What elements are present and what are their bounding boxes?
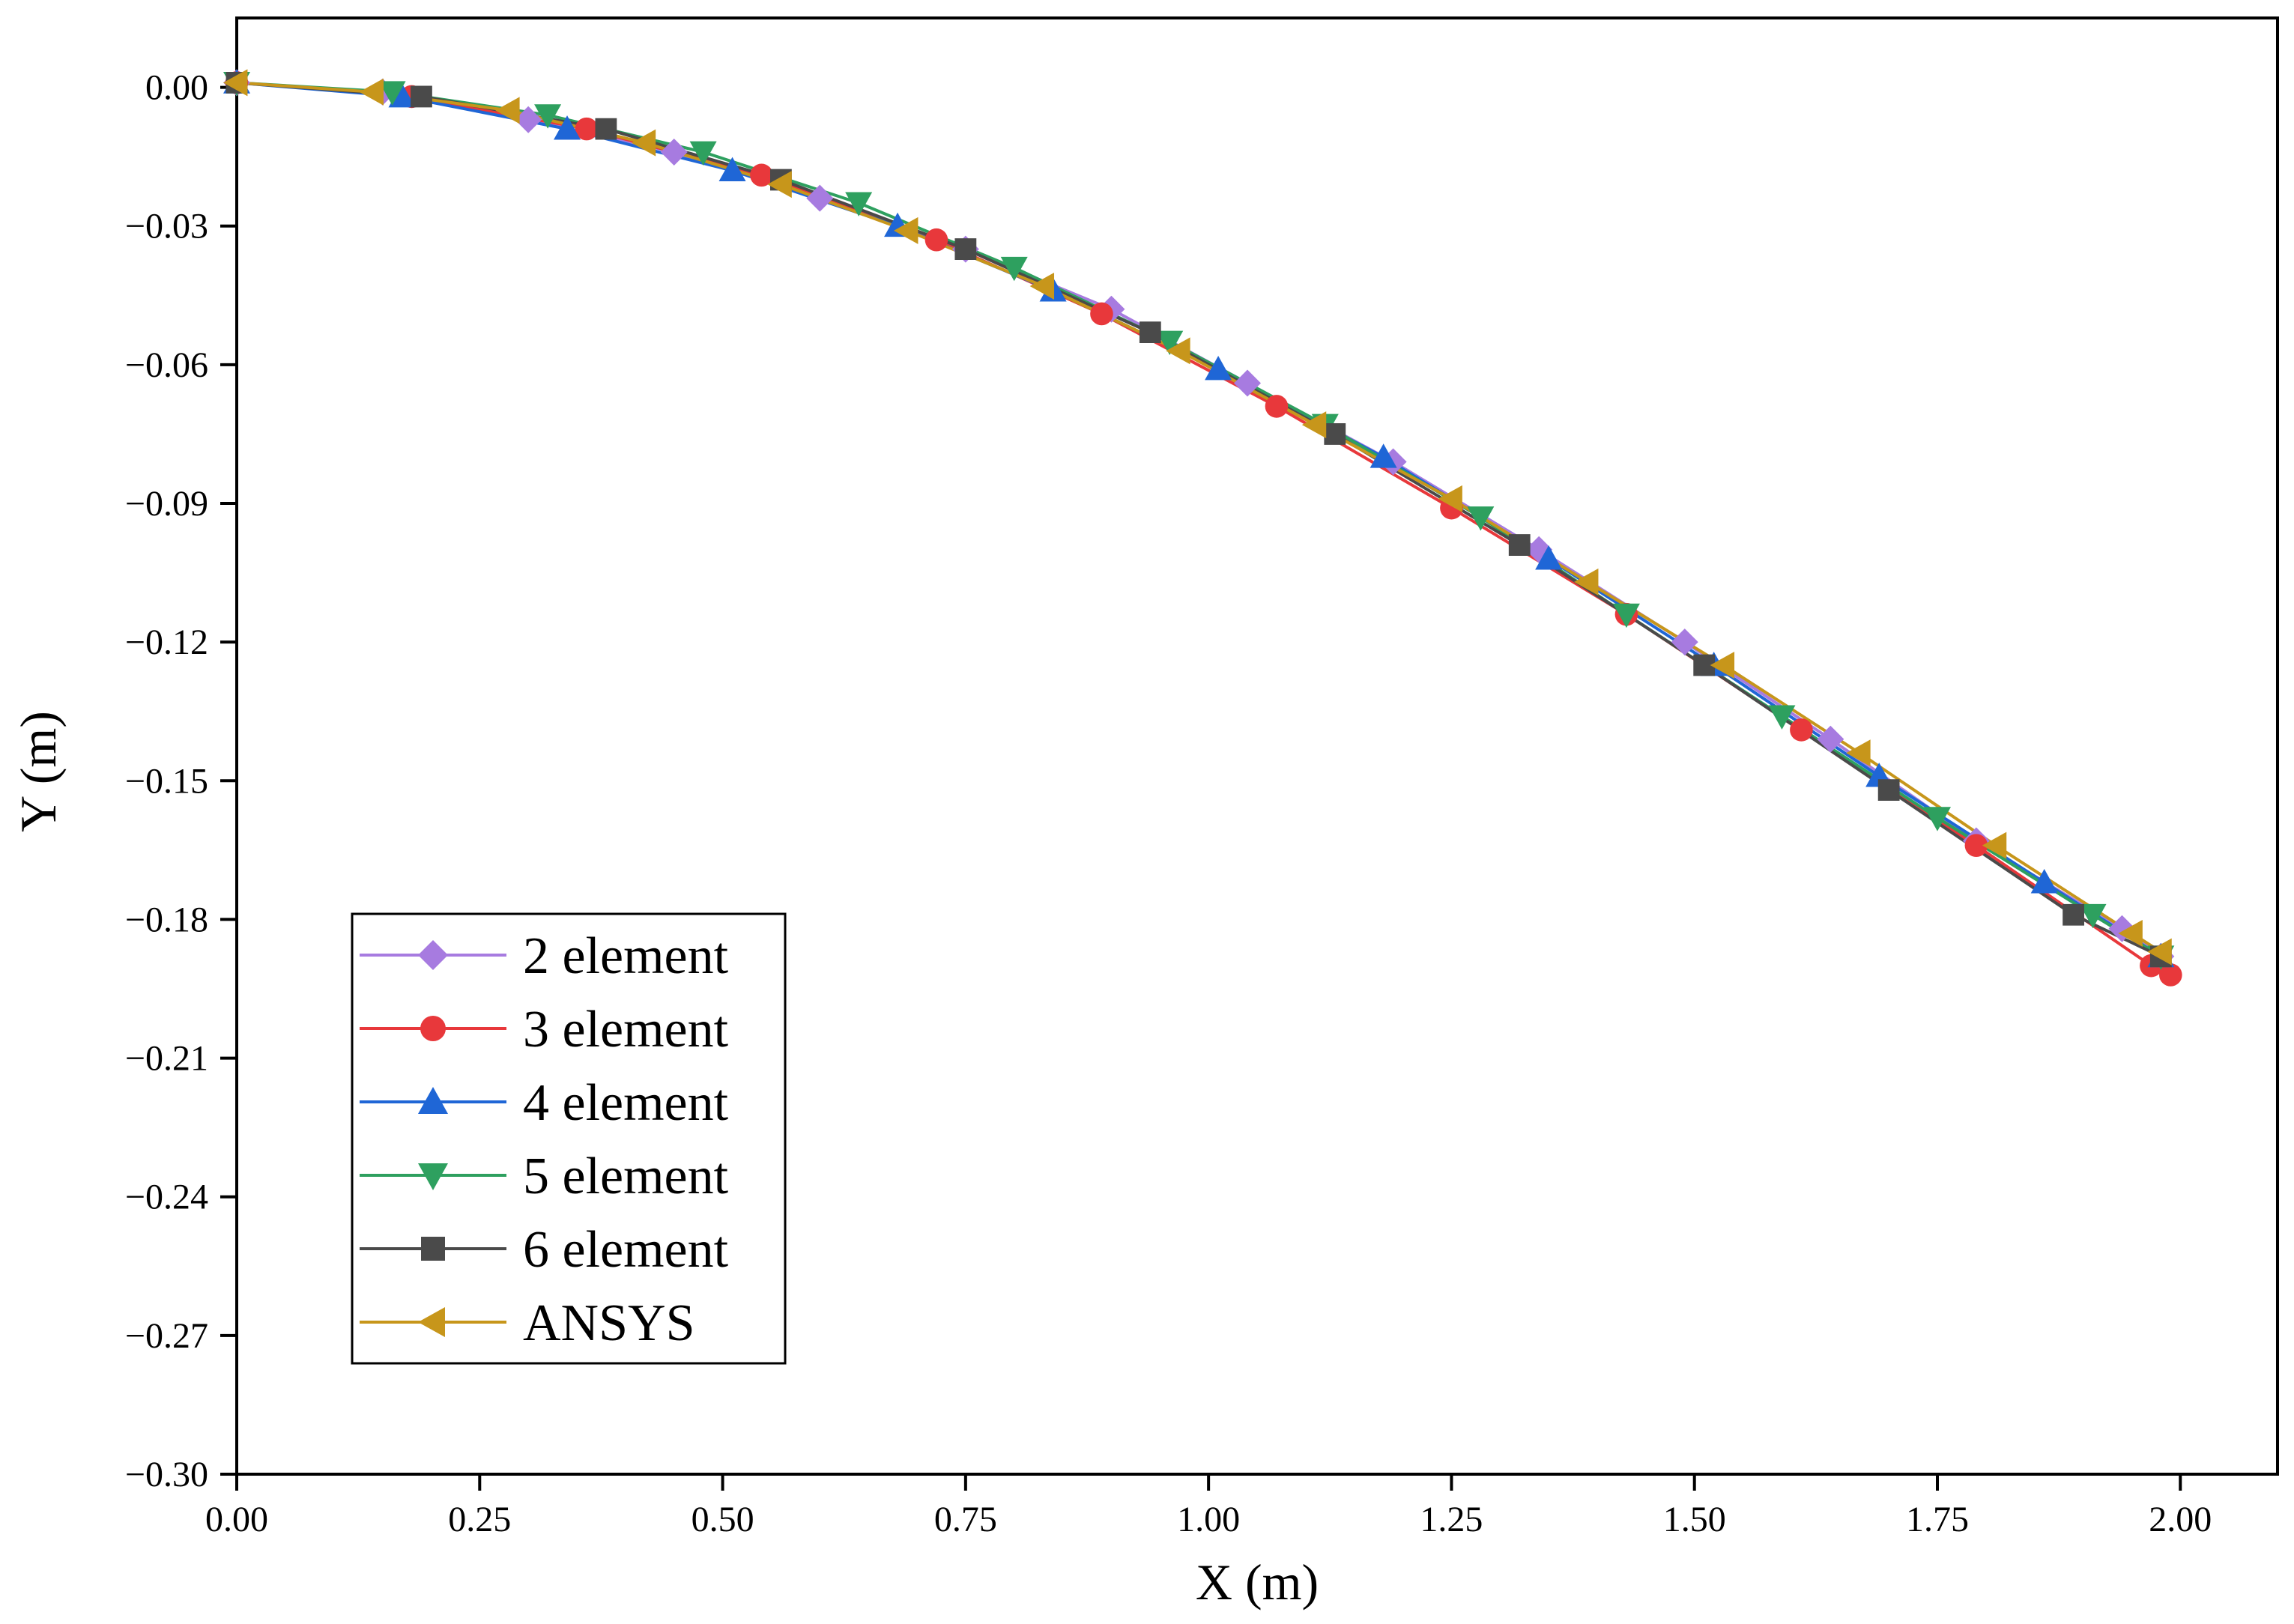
data-point-series-4 (1156, 330, 1184, 355)
data-point-series-5 (1508, 534, 1531, 556)
legend-marker (418, 1307, 445, 1337)
y-tick-label: −0.21 (125, 1039, 208, 1079)
data-point-series-2 (1090, 302, 1113, 326)
data-point-series-5 (1324, 423, 1346, 445)
y-tick-label: −0.15 (125, 761, 208, 801)
data-point-series-3 (1535, 545, 1563, 570)
legend-box (351, 912, 787, 1365)
y-tick-label: −0.03 (125, 207, 208, 246)
data-point-series-5 (1139, 321, 1161, 344)
data-point-series-6 (1301, 411, 1327, 439)
data-point-series-6 (359, 78, 384, 106)
data-point-series-5 (1877, 779, 1900, 802)
x-tick-label: 0.50 (691, 1500, 754, 1539)
data-point-series-6 (1029, 272, 1055, 300)
x-tick-label: 0.00 (205, 1500, 268, 1539)
data-point-series-6 (1846, 739, 1871, 767)
x-axis-title: X (m) (1196, 1554, 1319, 1611)
x-tick-label: 1.50 (1663, 1500, 1726, 1539)
data-point-series-6 (2118, 919, 2143, 947)
x-tick-label: 2.00 (2149, 1500, 2212, 1539)
y-tick-label: −0.30 (125, 1455, 208, 1494)
axis-ticks: 0.00 0.25 0.50 0.75 1.00 1.25 1.50 1.75 2.00 0.00… (125, 68, 2212, 1539)
legend-label: 6 element (523, 1221, 729, 1279)
data-point-series-5 (1693, 654, 1716, 676)
data-point-series-1 (1234, 369, 1262, 397)
data-point-series-3 (388, 82, 416, 108)
y-tick-label: −0.12 (125, 622, 208, 662)
legend-label: 2 element (523, 927, 729, 985)
data-point-series-2 (924, 228, 948, 252)
data-point-series-4 (845, 192, 873, 216)
data-point-series-1 (1671, 628, 1698, 656)
data-point-series-2 (575, 117, 599, 141)
data-point-series-5 (411, 85, 432, 108)
data-point-series-4 (689, 141, 717, 166)
y-tick-label: −0.09 (125, 484, 208, 524)
legend: 2 element 3 element 4 element 5 element 6 el… (351, 912, 787, 1365)
data-point-series-6 (894, 216, 918, 244)
data-point-series-1 (515, 106, 542, 133)
legend-marker (421, 1237, 445, 1261)
y-tick-label: −0.06 (125, 345, 208, 385)
legend-label: 3 element (523, 1001, 729, 1058)
plot-frame (235, 16, 2279, 1476)
data-point-series-6 (2147, 938, 2172, 966)
series-markers (223, 69, 2182, 987)
data-point-series-5 (2063, 903, 2084, 926)
data-point-series-3 (554, 115, 581, 140)
data-point-series-3 (2030, 869, 2058, 894)
y-tick-label: −0.27 (125, 1316, 208, 1356)
data-point-series-6 (1438, 485, 1462, 512)
data-point-series-1 (1817, 725, 1844, 753)
legend-marker (418, 940, 448, 970)
data-point-series-1 (806, 184, 834, 212)
y-tick-label: −0.24 (125, 1178, 208, 1217)
x-tick-label: 1.75 (1906, 1500, 1969, 1539)
data-point-series-2 (2159, 963, 2182, 987)
data-point-series-3 (718, 157, 746, 182)
data-point-series-4 (1768, 705, 1796, 730)
data-point-series-6 (1982, 831, 2007, 859)
data-point-series-6 (223, 69, 248, 97)
legend-marker (420, 1016, 446, 1041)
x-tick-label: 1.25 (1420, 1500, 1483, 1539)
data-point-series-3 (1205, 356, 1232, 381)
legend-label: 5 element (523, 1148, 729, 1205)
legend-label: ANSYS (523, 1294, 695, 1352)
data-point-series-1 (660, 138, 688, 166)
x-tick-label: 0.25 (448, 1500, 511, 1539)
data-point-series-6 (1710, 652, 1735, 679)
legend-marker (418, 1087, 448, 1114)
data-point-series-2 (1964, 834, 1988, 857)
data-point-series-6 (1574, 568, 1599, 596)
data-point-series-6 (1166, 337, 1190, 365)
data-point-series-4 (378, 81, 406, 106)
y-tick-label: −0.18 (125, 900, 208, 939)
y-tick-label: 0.00 (145, 68, 208, 108)
data-point-series-6 (767, 171, 792, 199)
data-point-series-6 (631, 129, 656, 157)
data-point-series-5 (954, 238, 977, 260)
data-point-series-4 (534, 104, 562, 129)
data-point-series-4 (1612, 603, 1640, 628)
data-point-series-4 (1467, 506, 1495, 531)
data-point-series-3 (1370, 443, 1397, 468)
data-point-series-2 (1265, 395, 1289, 418)
x-tick-label: 0.75 (934, 1500, 997, 1539)
x-tick-label: 1.00 (1177, 1500, 1240, 1539)
legend-marker (418, 1163, 448, 1190)
data-point-series-4 (1924, 807, 1951, 831)
data-point-series-4 (1000, 256, 1028, 282)
y-axis-title: Y (m) (10, 711, 67, 832)
data-point-series-5 (595, 118, 617, 140)
data-point-series-2 (1790, 718, 1813, 742)
legend-label: 4 element (523, 1074, 729, 1132)
data-point-series-6 (495, 97, 520, 124)
data-point-series-4 (2079, 903, 2107, 929)
data-point-series-2 (750, 163, 773, 187)
